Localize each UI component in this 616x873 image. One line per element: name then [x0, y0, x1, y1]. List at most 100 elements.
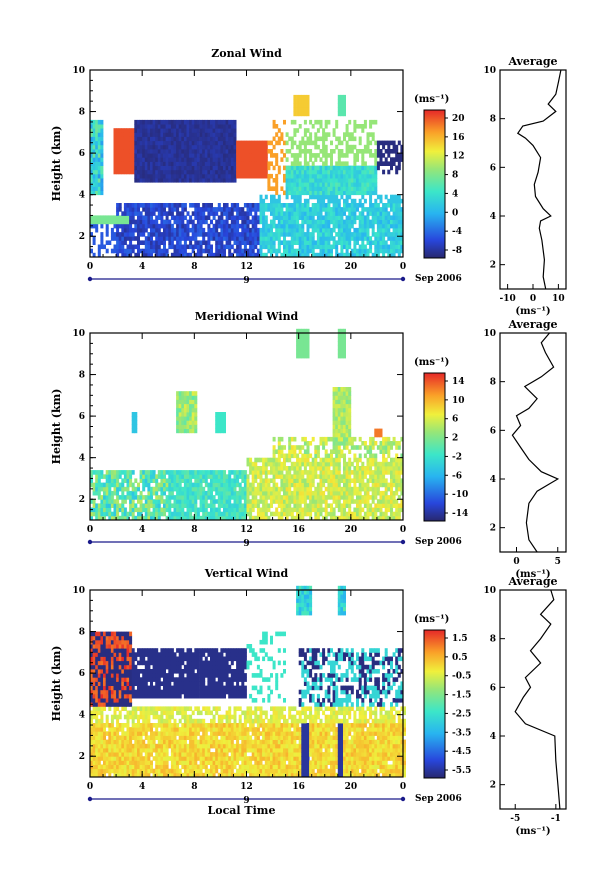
- heatmap-cell: [183, 119, 187, 125]
- heatmap-cell: [142, 136, 146, 142]
- heatmap-cell: [358, 490, 362, 496]
- heatmap-cell: [301, 461, 305, 467]
- heatmap-cell: [280, 453, 284, 459]
- heatmap-cell: [283, 486, 286, 492]
- heatmap-cell: [189, 470, 193, 475]
- heatmap-cell: [332, 165, 336, 171]
- heatmap-cell: [400, 153, 404, 158]
- heatmap-cell: [236, 203, 240, 208]
- heatmap-cell: [223, 495, 226, 500]
- heatmap-cell: [228, 153, 232, 158]
- heatmap-cell: [160, 161, 164, 166]
- heatmap-cell: [212, 136, 216, 142]
- heatmap-cell: [371, 203, 375, 208]
- heatmap-cell: [238, 470, 242, 475]
- heatmap-cell: [249, 470, 253, 475]
- heatmap-cell: [147, 124, 151, 129]
- heatmap-cell: [319, 436, 323, 442]
- heatmap-cell: [147, 178, 151, 183]
- heatmap-cell: [186, 511, 190, 517]
- heatmap-cell: [301, 349, 305, 355]
- heatmap-cell: [134, 252, 138, 258]
- heatmap-cell: [181, 149, 185, 154]
- heatmap-cell: [230, 140, 234, 146]
- heatmap-cell: [137, 211, 140, 216]
- heatmap-cell: [337, 436, 341, 442]
- heatmap-cell: [397, 461, 401, 467]
- heatmap-cell: [293, 203, 297, 208]
- heatmap-cell: [296, 182, 300, 187]
- heatmap-cell: [361, 441, 365, 446]
- heatmap-cell: [196, 478, 200, 483]
- heatmap-cell: [223, 474, 226, 479]
- heatmap-cell: [277, 244, 281, 250]
- heatmap-cell: [356, 232, 359, 237]
- heatmap-cell: [131, 424, 135, 429]
- heatmap-cell: [110, 478, 114, 483]
- heatmap-cell: [363, 248, 367, 254]
- heatmap-cell: [90, 768, 93, 774]
- heatmap-cell: [324, 470, 328, 475]
- heatmap-cell: [319, 236, 323, 241]
- heatmap-cell: [254, 490, 258, 496]
- heatmap-cell: [157, 178, 161, 183]
- heatmap-cell: [319, 478, 323, 483]
- profile-y-tick-label: 8: [490, 378, 496, 388]
- heatmap-cell: [384, 161, 388, 166]
- heatmap-cell: [390, 490, 393, 496]
- heatmap-cell: [376, 490, 380, 496]
- chart-title: Vertical Wind: [204, 567, 289, 580]
- heatmap-cell: [303, 153, 307, 158]
- heatmap-cell: [256, 161, 260, 166]
- heatmap-cell: [207, 490, 211, 496]
- heatmap-cell: [176, 119, 180, 125]
- heatmap-cell: [366, 215, 370, 220]
- heatmap-cell: [220, 161, 224, 166]
- heatmap-cell: [397, 478, 401, 483]
- heatmap-cell: [123, 149, 127, 154]
- heatmap-cell: [272, 215, 276, 220]
- heatmap-cell: [212, 153, 216, 158]
- heatmap-cell: [327, 482, 331, 488]
- heatmap-cell: [301, 511, 305, 517]
- heatmap-cell: [204, 149, 208, 154]
- heatmap-cell: [306, 186, 310, 191]
- heatmap-cell: [105, 223, 109, 229]
- heatmap-cell: [262, 219, 266, 225]
- heatmap-cell: [217, 119, 221, 125]
- heatmap-cell: [322, 132, 326, 137]
- heatmap-cell: [369, 457, 373, 463]
- heatmap-cell: [157, 128, 161, 133]
- heatmap-cell: [236, 153, 240, 158]
- heatmap-cell: [202, 132, 206, 137]
- heatmap-cell: [324, 153, 328, 158]
- heatmap-cell: [210, 140, 213, 146]
- heatmap-cell: [186, 149, 190, 154]
- heatmap-cell: [176, 244, 180, 250]
- heatmap-cell: [90, 499, 93, 504]
- heatmap-cell: [376, 482, 380, 488]
- heatmap-cell: [332, 198, 336, 204]
- heatmap-cell: [230, 215, 234, 220]
- heatmap-cell: [311, 507, 315, 513]
- heatmap-cell: [220, 486, 224, 492]
- heatmap-cell: [319, 203, 323, 208]
- heatmap-cell: [249, 486, 253, 492]
- heatmap-cell: [309, 244, 313, 250]
- heatmap-cell: [176, 211, 180, 216]
- heatmap-cell: [369, 149, 373, 154]
- heatmap-cell: [142, 223, 146, 229]
- heatmap-cell: [358, 482, 362, 488]
- heatmap-cell: [168, 128, 172, 133]
- heatmap-cell: [210, 474, 213, 479]
- heatmap-cell: [150, 178, 153, 183]
- heatmap-cell: [301, 186, 305, 191]
- heatmap-cell: [363, 186, 367, 191]
- heatmap-cell: [129, 511, 133, 517]
- heatmap-cell: [345, 486, 349, 492]
- heatmap-cell: [95, 149, 99, 154]
- heatmap-cell: [90, 714, 93, 720]
- heatmap-cell: [90, 656, 93, 662]
- heatmap-cell: [97, 648, 101, 653]
- heatmap-cell: [95, 710, 99, 716]
